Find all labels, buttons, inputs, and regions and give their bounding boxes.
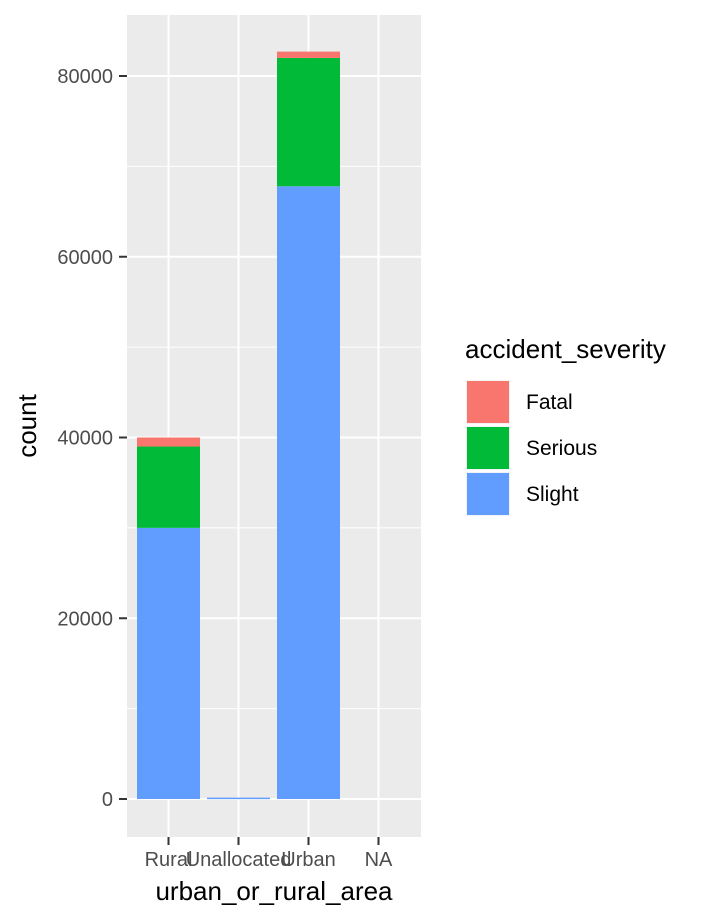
- legend-title: accident_severity: [465, 334, 666, 364]
- legend-label-slight: Slight: [526, 483, 579, 506]
- legend-label-serious: Serious: [526, 437, 597, 460]
- y-tick-label: 60000: [57, 247, 113, 269]
- y-tick-label: 80000: [57, 66, 113, 88]
- legend-label-fatal: Fatal: [526, 391, 573, 414]
- x-tick-label: NA: [365, 849, 393, 871]
- y-tick-label: 0: [102, 789, 113, 811]
- bar-rural-fatal: [137, 437, 200, 447]
- legend-swatch-fatal: [467, 381, 509, 423]
- bar-unallocated-slight: [207, 797, 270, 800]
- y-tick-label: 20000: [57, 608, 113, 630]
- bar-rural-serious: [137, 446, 200, 528]
- legend-swatch-serious: [467, 427, 509, 469]
- x-tick-label: Rural: [145, 849, 193, 871]
- legend: accident_severity Fatal Serious Slight: [465, 334, 666, 516]
- y-tick-label: 40000: [57, 428, 113, 450]
- legend-swatch-slight: [467, 473, 509, 515]
- bars: [137, 51, 340, 800]
- bar-urban-slight: [277, 186, 340, 799]
- x-tick-label: Urban: [281, 849, 335, 871]
- x-axis-title: urban_or_rural_area: [155, 876, 393, 906]
- y-axis-title: count: [12, 393, 42, 457]
- bar-urban-fatal: [277, 51, 340, 58]
- bar-urban-serious: [277, 57, 340, 187]
- y-axis: 0 20000 40000 60000 80000: [57, 66, 127, 811]
- bar-rural-slight: [137, 527, 200, 799]
- x-tick-label: Unallocated: [186, 849, 292, 871]
